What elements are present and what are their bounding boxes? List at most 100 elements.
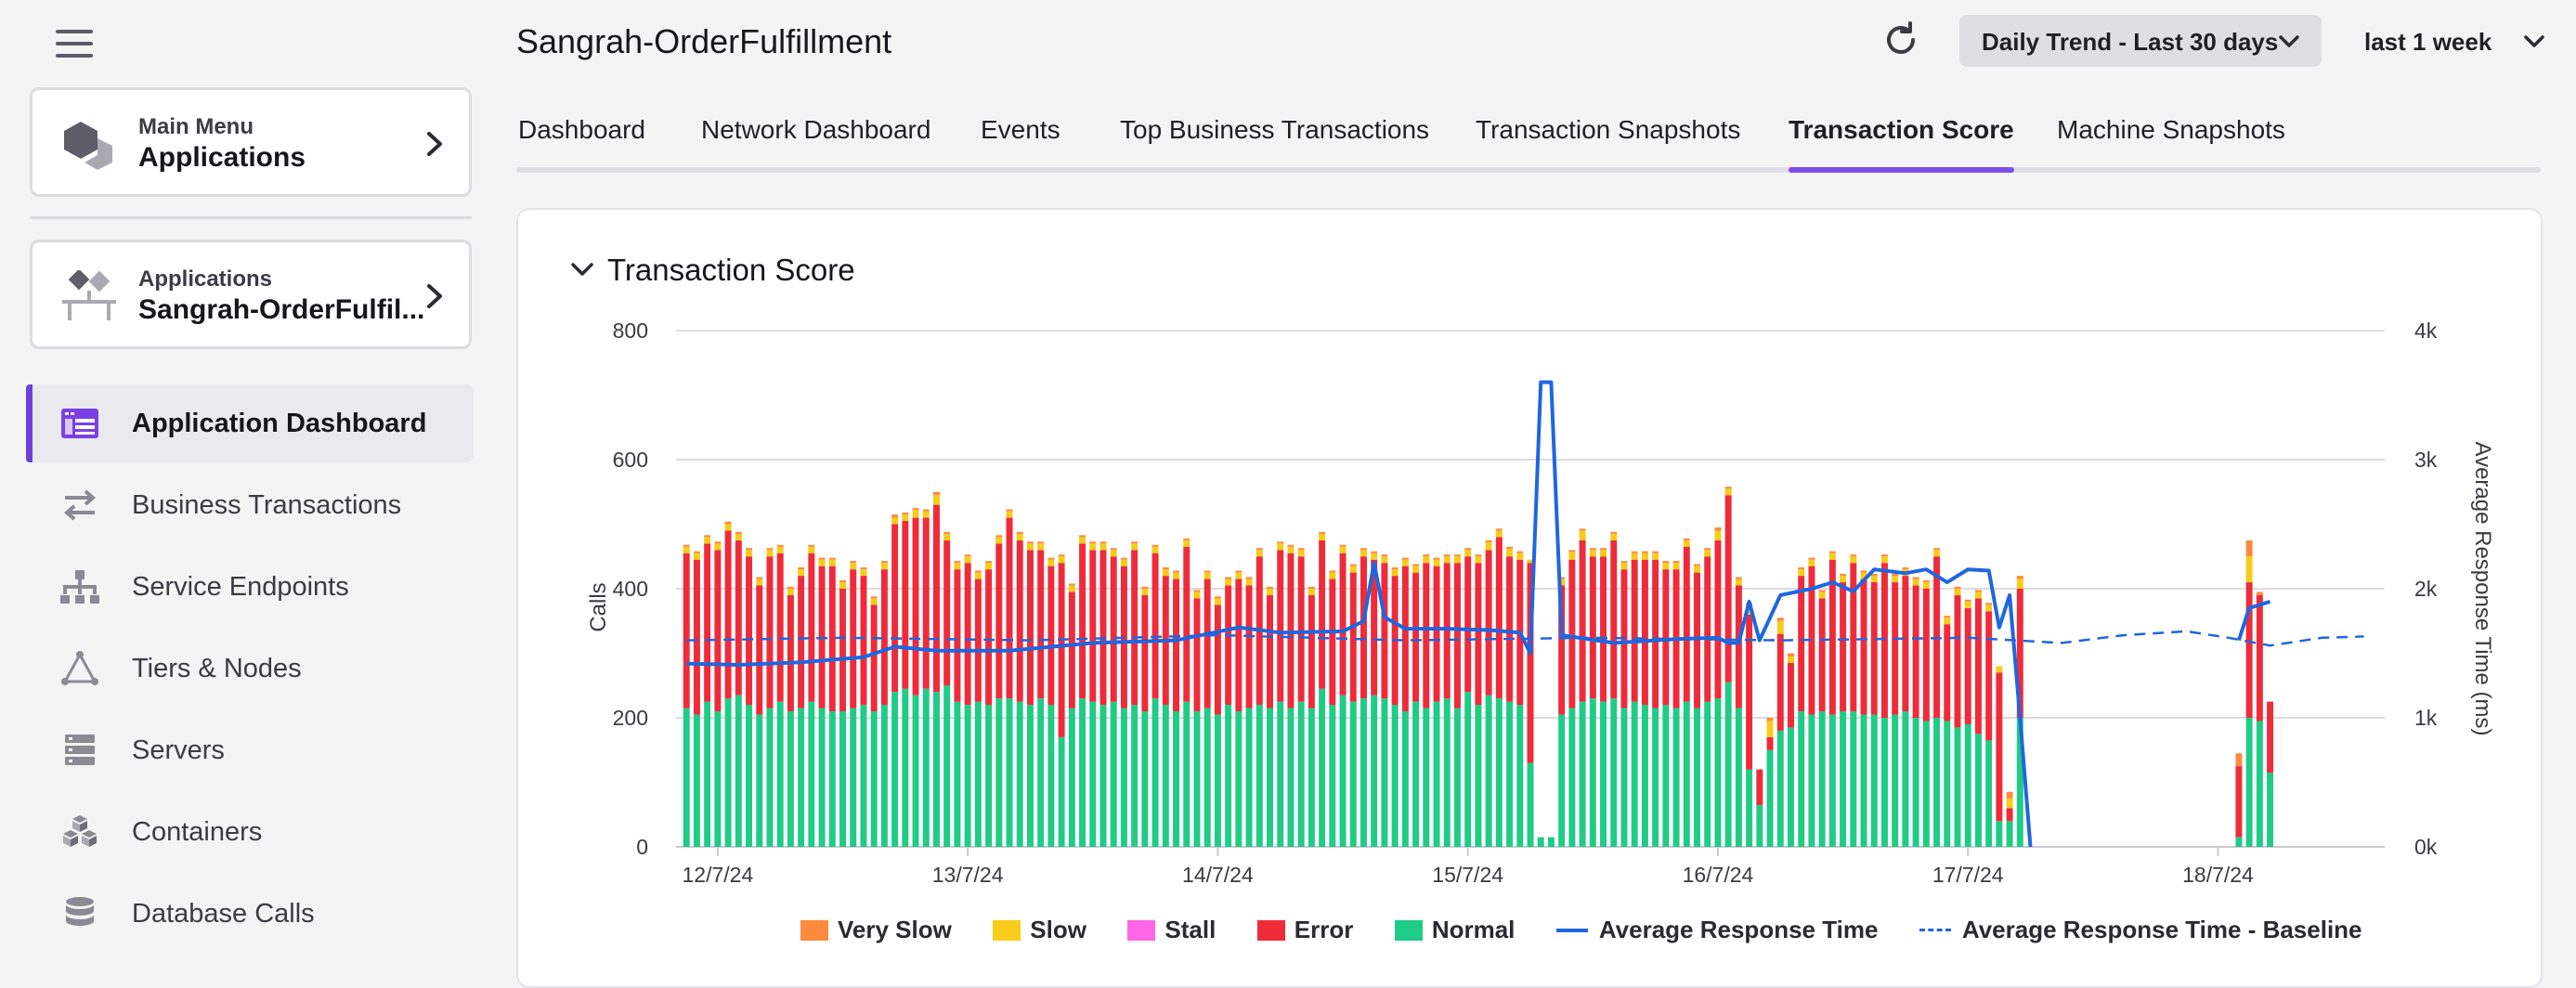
bar-segment-very-slow — [1006, 509, 1013, 512]
main-menu-card[interactable]: Main Menu Applications — [30, 87, 472, 197]
bar-segment-very-slow — [1672, 561, 1680, 564]
bar-segment-very-slow — [776, 544, 784, 547]
bar-segment-very-slow — [1235, 570, 1242, 573]
time-range-dropdown[interactable]: last 1 week — [2361, 15, 2556, 67]
tab-transaction-score[interactable]: Transaction Score — [1789, 115, 2014, 173]
bar-segment-slow — [1870, 576, 1878, 583]
legend-stall[interactable]: Stall — [1127, 916, 1216, 953]
database-icon — [66, 897, 94, 926]
bar-segment-very-slow — [1662, 561, 1670, 564]
sidebar-item-label: Servers — [132, 735, 225, 765]
tab-rail — [516, 167, 2541, 173]
bar-segment-error — [1464, 556, 1472, 693]
time-range-label: last 1 week — [2364, 28, 2492, 56]
bar-segment-normal — [1162, 705, 1169, 847]
bar-segment-very-slow — [1714, 526, 1722, 531]
bar-segment-slow — [1840, 576, 1847, 583]
sidebar-item-containers[interactable]: Containers — [26, 793, 474, 871]
tab-transaction-snapshots[interactable]: Transaction Snapshots — [1476, 115, 1741, 144]
tab-network-dashboard[interactable]: Network Dashboard — [701, 115, 931, 144]
bar-segment-slow — [1453, 556, 1461, 564]
sidebar-item-application-dashboard[interactable]: Application Dashboard — [26, 384, 474, 462]
bar-segment-very-slow — [1255, 548, 1263, 551]
sidebar-item-database-calls[interactable]: Database Calls — [26, 875, 474, 953]
bar-segment-error — [724, 530, 732, 699]
bar-segment-very-slow — [1808, 557, 1815, 560]
hamburger-menu-icon[interactable] — [56, 30, 93, 59]
sidebar-item-tiers-nodes[interactable]: Tiers & Nodes — [26, 630, 474, 708]
bar-segment-very-slow — [1329, 570, 1336, 573]
bar-segment-slow — [1433, 559, 1440, 566]
baseline-line-swatch — [1919, 929, 1951, 931]
bar-segment-error — [1912, 585, 1919, 718]
bar-segment-error — [1297, 556, 1305, 702]
sidebar-item-servers[interactable]: Servers — [26, 711, 474, 789]
bar-segment-normal — [1527, 762, 1534, 847]
bar-segment-error — [1892, 582, 1899, 715]
bar-segment-normal — [1589, 698, 1596, 847]
bar-segment-slow — [902, 514, 909, 522]
bar-segment-normal — [1579, 701, 1586, 847]
bar-segment-slow — [1297, 550, 1305, 557]
legend-error[interactable]: Error — [1256, 916, 1353, 953]
bar-segment-slow — [693, 552, 700, 560]
legend-slow[interactable]: Slow — [993, 916, 1086, 953]
tab-top-business-transactions[interactable]: Top Business Transactions — [1120, 115, 1430, 144]
bar-segment-normal — [776, 701, 784, 847]
bar-segment-very-slow — [756, 577, 763, 579]
applications-cube-icon — [64, 122, 112, 170]
bar-segment-slow — [776, 546, 784, 553]
bar-segment-normal — [964, 705, 971, 847]
bar-segment-very-slow — [2016, 576, 2023, 579]
bar-segment-very-slow — [1381, 554, 1388, 557]
bar-segment-error — [735, 540, 742, 696]
bar-segment-error — [1985, 611, 1993, 741]
legend-normal[interactable]: Normal — [1394, 916, 1515, 953]
bar-segment-normal — [1453, 708, 1461, 847]
tab-events[interactable]: Events — [981, 115, 1060, 144]
bar-segment-slow — [1079, 537, 1086, 544]
legend-average-response-time-baseline[interactable]: Average Response Time - Baseline — [1919, 916, 2362, 953]
bar-segment-normal — [1141, 711, 1149, 847]
application-card[interactable]: Applications Sangrah-OrderFulfil... — [30, 240, 472, 349]
bar-segment-normal — [880, 705, 888, 847]
bar-segment-error — [1735, 585, 1742, 708]
legend-average-response-time[interactable]: Average Response Time — [1555, 916, 1878, 953]
bar-segment-normal — [1110, 701, 1117, 847]
bar-segment-very-slow — [1902, 567, 1909, 570]
tab-dashboard[interactable]: Dashboard — [518, 115, 645, 144]
bar-segment-slow — [1704, 550, 1711, 557]
bar-segment-slow — [1600, 550, 1607, 557]
bar-segment-slow — [1683, 540, 1690, 547]
bar-segment-very-slow — [818, 557, 826, 560]
bar-segment-very-slow — [1506, 546, 1514, 549]
bar-segment-error — [1079, 543, 1086, 699]
bar-segment-error — [1110, 556, 1117, 702]
tab-machine-snapshots[interactable]: Machine Snapshots — [2057, 115, 2285, 144]
bar-segment-error — [1641, 559, 1648, 706]
bar-segment-very-slow — [693, 551, 700, 553]
bar-segment-normal — [1381, 698, 1388, 847]
bar-segment-very-slow — [1600, 548, 1607, 551]
bar-segment-normal — [1840, 711, 1847, 847]
daily-trend-dropdown[interactable]: Daily Trend - Last 30 days — [1959, 15, 2322, 67]
bar-segment-error — [1443, 563, 1451, 699]
bar-segment-very-slow — [1850, 554, 1857, 557]
bar-segment-very-slow — [746, 548, 753, 551]
sidebar-item-service-endpoints[interactable]: Service Endpoints — [26, 548, 474, 626]
sidebar-item-business-transactions[interactable]: Business Transactions — [26, 466, 474, 544]
bar-segment-normal — [1089, 701, 1097, 847]
sidebar-item-label: Database Calls — [132, 899, 315, 929]
bar-segment-normal — [1267, 708, 1273, 847]
chevron-right-icon — [427, 132, 442, 156]
bar-segment-slow — [1287, 546, 1295, 553]
bar-segment-very-slow — [1495, 528, 1503, 531]
refresh-icon[interactable] — [1880, 19, 1922, 61]
legend-very-slow[interactable]: Very Slow — [800, 916, 952, 953]
x-tick-label: 16/7/24 — [1683, 863, 1754, 887]
bar-segment-very-slow — [1120, 557, 1127, 560]
bar-segment-normal — [839, 711, 846, 847]
bar-segment-error — [746, 556, 753, 706]
bar-segment-slow — [1776, 620, 1784, 634]
bar-segment-very-slow — [891, 514, 899, 518]
